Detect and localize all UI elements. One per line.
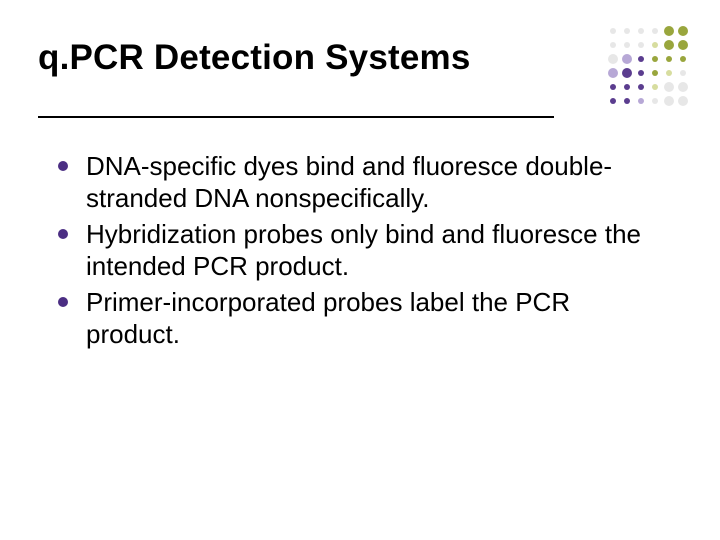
decor-dot <box>624 84 630 90</box>
list-item: Hybridization probes only bind and fluor… <box>58 218 660 282</box>
slide-title: q.PCR Detection Systems <box>38 38 660 78</box>
decor-dot <box>652 70 658 76</box>
decor-dot <box>610 42 616 48</box>
decor-dot <box>610 28 616 34</box>
title-underline <box>38 116 554 118</box>
decor-dot <box>678 26 688 36</box>
title-area: q.PCR Detection Systems <box>38 38 660 78</box>
decor-dot <box>624 42 630 48</box>
decor-dot <box>652 28 658 34</box>
decor-dot <box>680 70 686 76</box>
decor-dot <box>638 70 644 76</box>
list-item: Primer-incorporated probes label the PCR… <box>58 286 660 350</box>
bullet-icon <box>58 229 68 239</box>
decor-dot <box>608 54 618 64</box>
decor-dot <box>666 70 672 76</box>
list-item: DNA-specific dyes bind and fluoresce dou… <box>58 150 660 214</box>
bullet-text: DNA-specific dyes bind and fluoresce dou… <box>86 150 660 214</box>
corner-dot-grid <box>608 26 698 116</box>
decor-dot <box>664 26 674 36</box>
decor-dot <box>678 96 688 106</box>
decor-dot <box>638 42 644 48</box>
bullet-text: Primer-incorporated probes label the PCR… <box>86 286 660 350</box>
decor-dot <box>622 68 632 78</box>
decor-dot <box>652 98 658 104</box>
decor-dot <box>610 84 616 90</box>
decor-dot <box>664 96 674 106</box>
decor-dot <box>678 40 688 50</box>
decor-dot <box>610 98 616 104</box>
decor-dot <box>652 42 658 48</box>
decor-dot <box>680 56 686 62</box>
decor-dot <box>638 98 644 104</box>
decor-dot <box>664 82 674 92</box>
decor-dot <box>666 56 672 62</box>
decor-dot <box>652 84 658 90</box>
decor-dot <box>638 28 644 34</box>
decor-dot <box>622 54 632 64</box>
decor-dot <box>608 68 618 78</box>
bullet-icon <box>58 297 68 307</box>
decor-dot <box>638 56 644 62</box>
decor-dot <box>624 28 630 34</box>
slide: q.PCR Detection Systems DNA-specific dye… <box>0 0 720 540</box>
bullet-icon <box>58 161 68 171</box>
decor-dot <box>638 84 644 90</box>
decor-dot <box>678 82 688 92</box>
decor-dot <box>664 40 674 50</box>
decor-dot <box>624 98 630 104</box>
bullet-text: Hybridization probes only bind and fluor… <box>86 218 660 282</box>
bullet-list: DNA-specific dyes bind and fluoresce dou… <box>58 150 660 354</box>
decor-dot <box>652 56 658 62</box>
